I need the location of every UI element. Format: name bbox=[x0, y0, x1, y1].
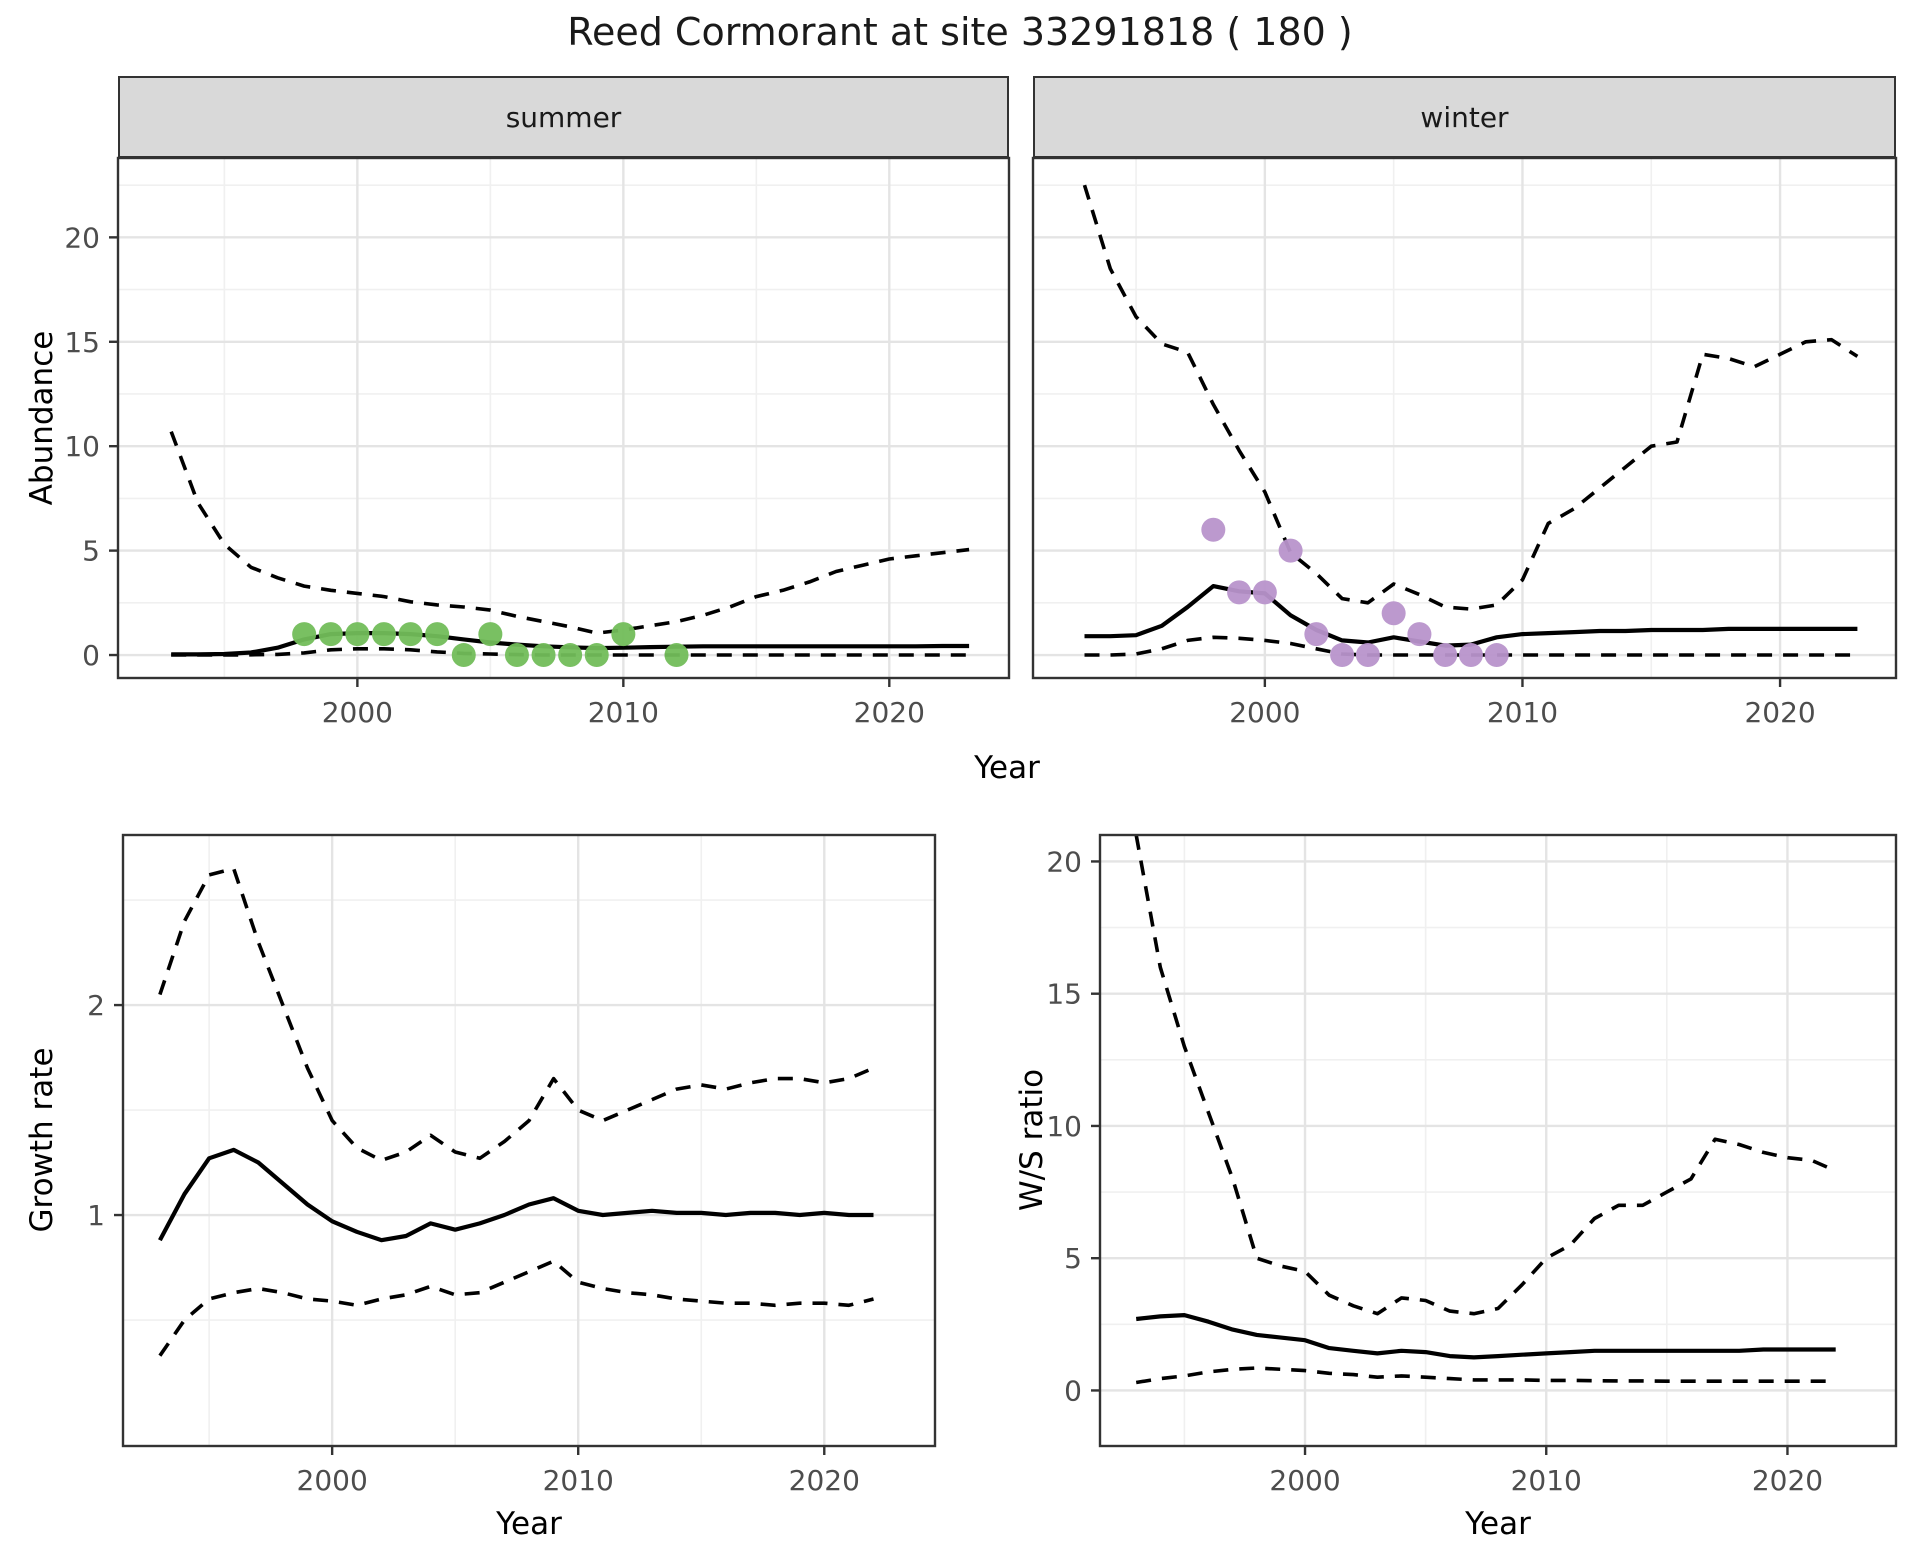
winter-observation-point bbox=[1381, 601, 1406, 626]
x-axis-title-bottom-right: Year bbox=[1465, 1506, 1531, 1542]
panel-border bbox=[116, 156, 1011, 680]
abundance-winter-chart: 2000 2010 2020 bbox=[1031, 156, 1898, 729]
winter-observation-point bbox=[1355, 643, 1380, 668]
facet-strip-winter-label: winter bbox=[1420, 100, 1509, 134]
summer-observation-point bbox=[584, 643, 609, 668]
summer-observation-point bbox=[398, 622, 423, 647]
panel-border bbox=[1031, 156, 1898, 680]
y-tick-label: 1 bbox=[87, 1199, 105, 1232]
y-axis-title-growth-rate: Growth rate bbox=[24, 1047, 60, 1233]
ws-ratio-chart: 2000 2010 2020 0 5 10 15 20 bbox=[1046, 833, 1898, 1497]
y-tick-label: 15 bbox=[64, 326, 100, 359]
facet-strip-summer: summer bbox=[118, 76, 1009, 158]
summer-observation-point bbox=[292, 622, 317, 647]
growth-rate-upper95-line bbox=[158, 866, 875, 1163]
abundance-winter-lower95-line bbox=[1084, 635, 1858, 657]
y-tick-label: 10 bbox=[64, 430, 100, 463]
panel-background bbox=[1100, 835, 1896, 1446]
ws-ratio-lower95-line bbox=[1135, 1366, 1836, 1385]
winter-observation-point bbox=[1278, 538, 1303, 563]
panel-background bbox=[118, 158, 1009, 678]
summer-observation-point bbox=[664, 643, 689, 668]
x-tick-label: 2020 bbox=[789, 1464, 860, 1497]
x-tick-label: 2020 bbox=[854, 696, 925, 729]
y-tick-label: 2 bbox=[87, 989, 105, 1022]
x-tick-label: 2010 bbox=[1511, 1464, 1582, 1497]
x-tick-label: 2000 bbox=[297, 1464, 368, 1497]
panel-background bbox=[123, 835, 935, 1446]
x-axis-title-top: Year bbox=[974, 750, 1040, 786]
growth-rate-mean-line bbox=[158, 1147, 874, 1243]
facet-strip-winter: winter bbox=[1033, 76, 1896, 158]
summer-observation-point bbox=[611, 622, 636, 647]
x-tick-label: 2000 bbox=[1229, 696, 1300, 729]
y-axis-title-abundance: Abundance bbox=[24, 330, 60, 506]
ws-ratio-upper95-line bbox=[1134, 834, 1837, 1316]
summer-observation-point bbox=[318, 622, 343, 647]
winter-observation-point bbox=[1252, 580, 1277, 605]
summer-observation-point bbox=[478, 622, 503, 647]
winter-observation-point bbox=[1458, 643, 1483, 668]
x-tick-label: 2010 bbox=[588, 696, 659, 729]
abundance-winter-upper95-line bbox=[1082, 184, 1859, 611]
growth-rate-lower95-line bbox=[158, 1259, 874, 1357]
winter-observation-point bbox=[1201, 517, 1226, 542]
panel-border bbox=[1098, 833, 1898, 1448]
x-tick-label: 2010 bbox=[543, 1464, 614, 1497]
winter-observation-point bbox=[1407, 622, 1432, 647]
y-tick-label: 0 bbox=[1064, 1374, 1082, 1407]
summer-observation-point bbox=[531, 643, 556, 668]
x-tick-label: 2000 bbox=[1269, 1464, 1340, 1497]
abundance-summer-chart: 2000 2010 2020 0 5 10 15 20 bbox=[64, 156, 1011, 729]
x-tick-label: 2020 bbox=[1744, 696, 1815, 729]
summer-observation-point bbox=[371, 622, 396, 647]
growth-rate-chart: 2000 2010 2020 1 2 bbox=[87, 833, 937, 1497]
winter-observation-point bbox=[1433, 643, 1458, 668]
winter-observation-point bbox=[1484, 643, 1509, 668]
winter-observation-point bbox=[1227, 580, 1252, 605]
y-tick-label: 15 bbox=[1046, 978, 1082, 1011]
summer-observation-point bbox=[451, 643, 476, 668]
y-tick-label: 0 bbox=[82, 639, 100, 672]
summer-observation-point bbox=[345, 622, 370, 647]
panel-background bbox=[1033, 158, 1896, 678]
plot-title: Reed Cormorant at site 33291818 ( 180 ) bbox=[567, 10, 1353, 54]
facet-strip-summer-label: summer bbox=[505, 100, 622, 134]
summer-observation-point bbox=[425, 622, 450, 647]
summer-observation-point bbox=[558, 643, 583, 668]
x-tick-label: 2020 bbox=[1752, 1464, 1823, 1497]
summer-observation-point bbox=[504, 643, 529, 668]
x-tick-label: 2000 bbox=[322, 696, 393, 729]
ws-ratio-mean-line bbox=[1135, 1313, 1836, 1360]
x-tick-label: 2010 bbox=[1487, 696, 1558, 729]
y-tick-label: 20 bbox=[64, 221, 100, 254]
y-tick-label: 10 bbox=[1046, 1110, 1082, 1143]
y-axis-title-ws-ratio: W/S ratio bbox=[1014, 1068, 1050, 1212]
x-axis-title-bottom-left: Year bbox=[496, 1506, 562, 1542]
panel-border bbox=[121, 833, 937, 1448]
y-tick-label: 20 bbox=[1046, 845, 1082, 878]
y-tick-label: 5 bbox=[1064, 1242, 1082, 1275]
abundance-summer-upper95-line bbox=[169, 430, 970, 635]
y-tick-label: 5 bbox=[82, 535, 100, 568]
winter-observation-point bbox=[1330, 643, 1355, 668]
winter-observation-point bbox=[1304, 622, 1329, 647]
